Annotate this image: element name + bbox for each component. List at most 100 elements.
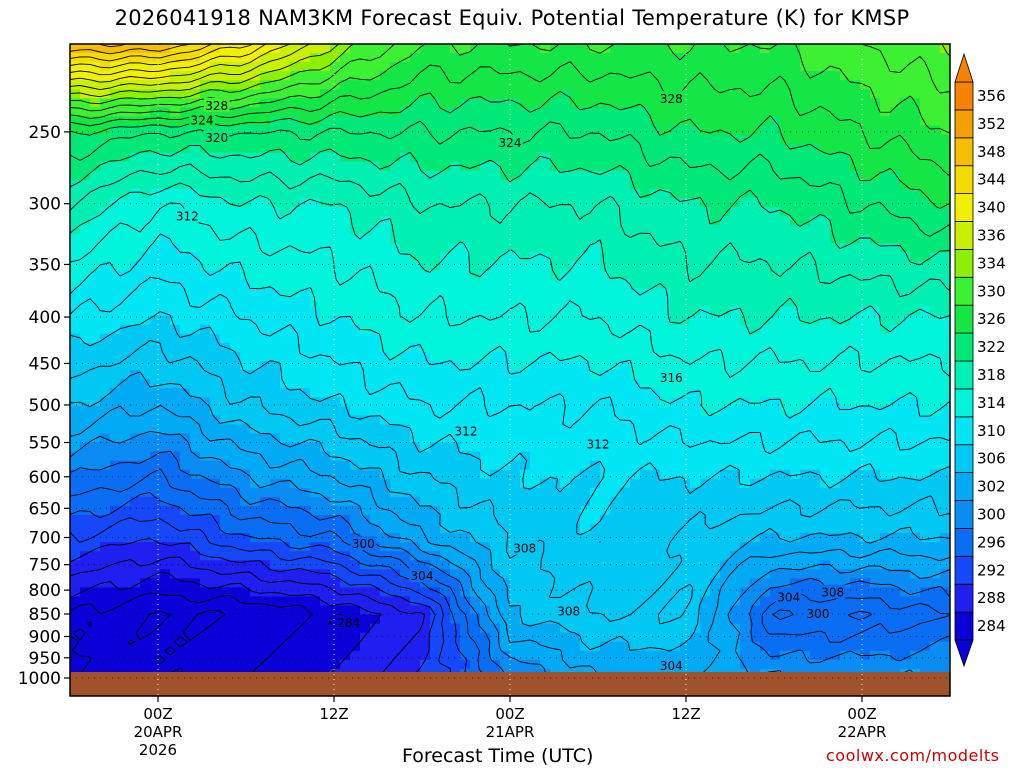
heat-cell [680,542,691,552]
heat-cell [810,478,821,489]
heat-cell [210,243,221,253]
heat-cell [870,379,881,389]
heat-cell [700,351,711,362]
heat-cell [230,62,241,72]
heat-cell [890,170,901,181]
heat-cell [100,98,111,108]
heat-cell [610,514,621,525]
heat-cell [880,98,891,108]
heat-cell [420,252,431,262]
heat-cell [330,451,341,462]
heat-cell [660,433,671,444]
heat-cell [220,478,231,489]
heat-cell [520,252,531,262]
heat-cell [170,361,181,371]
heat-cell [500,261,511,272]
heat-cell [750,89,761,99]
heat-cell [210,261,221,272]
heat-cell [430,478,441,489]
heat-cell [470,351,481,362]
heat-cell [770,188,781,199]
heat-cell [680,207,691,217]
heat-cell [180,279,191,290]
heat-cell [310,342,321,353]
heat-cell [370,342,381,353]
heat-cell [720,315,731,326]
heat-cell [270,478,281,489]
heat-cell [70,487,81,498]
heat-cell [190,433,201,444]
heat-cell [580,261,591,272]
heat-cell [340,170,351,181]
heat-cell [440,505,451,516]
heat-cell [780,342,791,353]
heat-cell [380,424,391,435]
heat-cell [140,261,151,272]
heat-cell [590,225,601,235]
heat-cell [150,261,161,272]
heat-cell [130,487,141,498]
heat-cell [150,524,161,534]
heat-cell [70,197,81,208]
heat-cell [660,406,671,416]
heat-cell [710,551,721,561]
heat-cell [730,342,741,353]
heat-cell [650,542,661,552]
heat-cell [120,134,131,145]
heat-cell [700,116,711,127]
heat-cell [380,270,391,281]
heat-cell [380,71,391,81]
heat-cell [750,361,761,371]
heat-cell [460,152,471,163]
heat-cell [430,406,441,416]
heat-cell [480,324,491,335]
heat-cell [680,179,691,190]
heat-cell [330,533,341,543]
heat-cell [880,524,891,534]
heat-cell [260,433,271,444]
heat-cell [790,125,801,136]
heat-cell [810,505,821,516]
heat-cell [100,370,111,380]
heat-cell [170,406,181,416]
heat-cell [430,342,441,353]
heat-cell [830,351,841,362]
heat-cell [230,379,241,389]
heat-cell [440,134,451,145]
heat-cell [880,342,891,353]
heat-cell [130,397,141,407]
heat-cell [730,288,741,299]
heat-cell [310,442,321,453]
heat-cell [420,216,431,226]
heat-cell [130,424,141,435]
heat-cell [330,524,341,534]
heat-cell [790,116,801,127]
heat-cell [800,71,811,81]
heat-cell [870,89,881,99]
heat-cell [520,243,531,253]
heat-cell [440,351,451,362]
heat-cell [880,379,891,389]
heat-cell [270,252,281,262]
heat-cell [880,188,891,199]
heat-cell [700,542,711,552]
heat-cell [420,406,431,416]
heat-cell [690,315,701,326]
heat-cell [350,252,361,262]
heat-cell [230,107,241,118]
heat-cell [560,361,571,371]
heat-cell [540,361,551,371]
heat-cell [180,424,191,435]
heat-cell [790,270,801,281]
heat-cell [120,415,131,425]
heat-cell [350,143,361,154]
heat-cell [790,379,801,389]
heat-cell [170,551,181,561]
heat-cell [100,505,111,516]
heat-cell [580,62,591,72]
heat-cell [570,478,581,489]
heat-cell [140,388,151,398]
heat-cell [500,388,511,398]
heat-cell [80,415,91,425]
heat-cell [740,188,751,199]
